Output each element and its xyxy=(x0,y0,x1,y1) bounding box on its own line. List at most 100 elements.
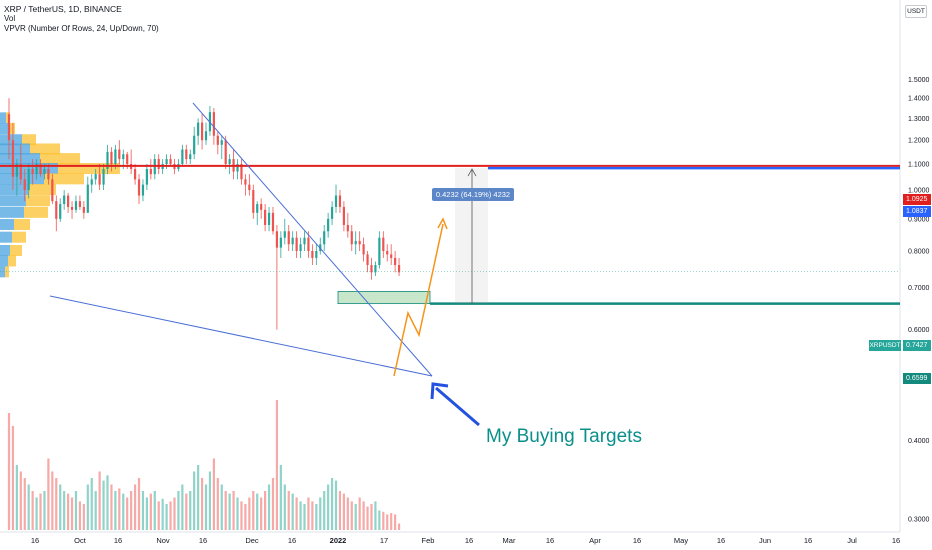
x-tick-label: Jul xyxy=(847,536,857,545)
x-tick-label: Jun xyxy=(759,536,771,545)
candle-body xyxy=(311,251,314,258)
volume-bar xyxy=(220,484,223,530)
target-price-label: 1.0837 xyxy=(903,206,931,217)
volume-bar xyxy=(161,498,164,530)
candle-body xyxy=(7,114,11,141)
candle-body xyxy=(252,190,255,213)
candle-body xyxy=(43,169,46,175)
measure-tool-label: 0.4232 (64.19%) 4232 xyxy=(432,188,514,201)
candle-body xyxy=(338,195,342,207)
wedge-upper-line xyxy=(192,102,433,377)
volume-profile-up-bar xyxy=(0,231,12,243)
x-tick-label: Dec xyxy=(245,536,259,545)
candle-body xyxy=(256,204,259,213)
volume-bar xyxy=(244,504,247,530)
candle-body xyxy=(39,164,42,175)
candle-body xyxy=(19,164,22,180)
volume-bar xyxy=(110,484,113,530)
volume-bar xyxy=(157,501,160,530)
volume-profile-up-bar xyxy=(0,195,26,207)
volume-bar xyxy=(78,501,82,530)
candle-body xyxy=(390,254,393,258)
candles xyxy=(7,98,401,330)
volume-profile-up-bar xyxy=(0,206,24,218)
volume-bar xyxy=(43,491,46,530)
volume-bar xyxy=(394,514,397,530)
y-tick-label: 1.2000 xyxy=(908,138,930,145)
volume-bar xyxy=(98,471,101,530)
candle-body xyxy=(169,159,172,164)
volume-bar xyxy=(216,478,219,530)
volume-bar xyxy=(27,484,30,530)
volume-bar xyxy=(106,475,109,530)
volume-bar xyxy=(267,484,271,530)
volume-bar xyxy=(55,478,58,530)
volume-profile-down-bar xyxy=(44,173,84,185)
volume-bar xyxy=(291,493,294,530)
candle-body xyxy=(330,206,334,219)
volume-bar xyxy=(236,497,239,530)
y-tick-label: 1.3000 xyxy=(908,116,930,123)
currency-button[interactable]: USDT xyxy=(905,5,927,18)
volume-bar xyxy=(102,480,105,530)
candle-body xyxy=(299,244,302,252)
volume-bar xyxy=(19,471,22,530)
candle-body xyxy=(386,251,389,255)
x-tick-label: 16 xyxy=(804,536,812,545)
wedge-lower-line xyxy=(49,295,433,377)
volume-bar xyxy=(358,497,361,530)
candle-body xyxy=(185,149,188,160)
y-tick-label: 1.1000 xyxy=(908,162,930,169)
volume-bar xyxy=(70,497,74,530)
resistance-price-label: 1.0925 xyxy=(903,194,931,205)
volume-bar xyxy=(283,484,286,530)
volume-bar xyxy=(94,491,97,530)
y-tick-label: 0.7000 xyxy=(908,285,930,292)
volume-bar xyxy=(181,484,184,530)
volume-profile-up-bar xyxy=(0,143,30,155)
volume-bar xyxy=(307,497,310,530)
vol-legend: Vol xyxy=(4,14,16,23)
volume-bar xyxy=(264,491,267,530)
volume-bar xyxy=(386,514,389,530)
candle-body xyxy=(283,231,286,238)
volume-bar xyxy=(63,491,66,530)
x-tick-label: 16 xyxy=(717,536,725,545)
volume-profile-down-bar xyxy=(28,184,56,196)
volume-bar xyxy=(90,478,93,530)
volume-bar xyxy=(173,497,176,530)
projection-arrow-head xyxy=(437,217,448,230)
candle-body xyxy=(157,159,160,170)
volume-bar xyxy=(311,501,314,530)
volume-bar xyxy=(130,491,133,530)
buying-targets-annotation: My Buying Targets xyxy=(486,426,642,447)
buy-zone-box xyxy=(337,291,431,305)
candle-body xyxy=(70,206,74,210)
support-price-label: 0.6599 xyxy=(903,373,931,384)
x-tick-label: 16 xyxy=(199,536,207,545)
candle-body xyxy=(323,231,326,245)
candle-body xyxy=(397,265,401,273)
annotation-arrow-head xyxy=(430,382,449,400)
candle-body xyxy=(358,240,361,245)
volume-profile-down-bar xyxy=(10,244,22,257)
x-tick-label: Mar xyxy=(503,536,516,545)
symbol-title: XRP / TetherUS, 1D, BINANCE xyxy=(4,4,122,14)
volume-profile-down-bar xyxy=(9,123,15,135)
candle-body xyxy=(51,179,54,202)
candle-body xyxy=(90,179,93,185)
volume-profile-up-bar xyxy=(0,218,14,230)
candle-body xyxy=(82,206,85,213)
volume-bar xyxy=(137,478,141,530)
volume-bar xyxy=(126,497,129,530)
x-tick-label: 16 xyxy=(465,536,473,545)
volume-profile-down-bar xyxy=(22,134,36,146)
measure-arrow-head xyxy=(467,168,477,177)
volume-bar xyxy=(47,458,50,530)
volume-bar xyxy=(275,400,279,530)
volume-bar xyxy=(378,510,381,530)
y-tick-label: 0.4000 xyxy=(908,438,930,445)
x-tick-label: 16 xyxy=(288,536,296,545)
